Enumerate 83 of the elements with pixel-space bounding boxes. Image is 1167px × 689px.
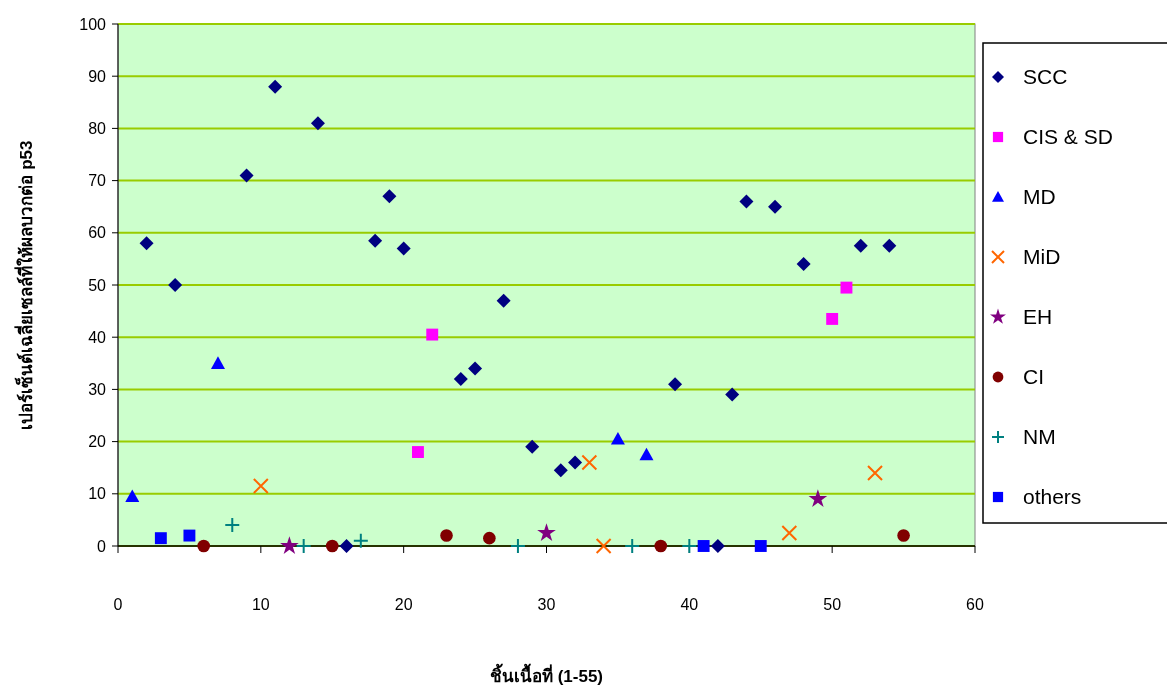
y-tick-label: 90 xyxy=(88,67,107,85)
point xyxy=(853,238,868,253)
point xyxy=(440,529,453,542)
point xyxy=(768,199,783,214)
point xyxy=(710,539,725,553)
point xyxy=(639,447,654,461)
x-axis-title: ชิ้นเนื้อที่ (1-55) xyxy=(489,663,604,686)
legend-label: CIS & SD xyxy=(1023,125,1113,149)
point xyxy=(595,538,612,554)
point xyxy=(867,464,884,481)
point xyxy=(125,489,140,503)
point xyxy=(897,529,910,542)
point xyxy=(826,312,839,325)
legend-label: MD xyxy=(1023,185,1056,209)
point xyxy=(483,531,496,545)
point xyxy=(396,241,411,256)
point xyxy=(252,477,269,494)
point xyxy=(496,293,511,308)
point xyxy=(168,278,183,292)
point xyxy=(339,539,354,553)
point xyxy=(537,523,556,541)
point xyxy=(382,189,397,204)
point xyxy=(624,538,641,554)
point xyxy=(280,536,299,554)
legend-label: NM xyxy=(1023,425,1056,449)
y-tick-label: 30 xyxy=(88,381,107,398)
point xyxy=(154,532,167,545)
point xyxy=(568,455,583,470)
legend-label: SCC xyxy=(1023,65,1068,89)
point xyxy=(840,281,853,294)
x-tick-label: 60 xyxy=(966,596,984,613)
point xyxy=(210,356,225,369)
point xyxy=(368,233,383,248)
point xyxy=(553,463,568,478)
legend-label: EH xyxy=(1023,305,1053,329)
point xyxy=(808,489,828,507)
point xyxy=(453,371,468,386)
x-tick-label: 20 xyxy=(394,596,413,613)
point xyxy=(239,168,254,183)
x-tick-label: 30 xyxy=(537,596,556,613)
y-tick-label: 70 xyxy=(88,172,107,190)
point xyxy=(224,517,241,534)
y-axis-title: เปอร์เซ็นต์เฉลี่ยเซลล์ที่ให้ผลบวกต่อ p53 xyxy=(14,140,36,430)
point xyxy=(697,540,710,552)
legend-label: others xyxy=(1023,485,1082,509)
point xyxy=(295,538,312,554)
point xyxy=(654,539,668,553)
y-tick-label: 10 xyxy=(88,485,107,503)
y-tick-label: 20 xyxy=(88,433,107,451)
point xyxy=(754,540,767,552)
point xyxy=(310,116,325,131)
y-tick-label: 40 xyxy=(88,328,107,346)
x-tick-label: 0 xyxy=(113,596,123,613)
point xyxy=(725,387,740,402)
y-tick-label: 100 xyxy=(79,15,107,33)
point xyxy=(197,539,210,553)
point xyxy=(412,446,424,458)
legend-label: CI xyxy=(1023,365,1044,389)
point xyxy=(468,361,483,376)
point xyxy=(268,79,283,94)
point xyxy=(610,431,625,445)
legend-label: MiD xyxy=(1023,245,1061,269)
point xyxy=(183,529,196,542)
point xyxy=(139,236,154,251)
point xyxy=(352,532,369,549)
point xyxy=(509,538,526,554)
point xyxy=(581,454,598,471)
point xyxy=(796,257,811,272)
point xyxy=(739,194,754,209)
y-tick-label: 80 xyxy=(88,120,107,137)
point xyxy=(882,238,897,253)
x-tick-label: 50 xyxy=(823,596,842,613)
x-tick-label: 40 xyxy=(680,596,699,613)
x-tick-label: 10 xyxy=(251,596,270,613)
point xyxy=(668,377,683,392)
point xyxy=(325,539,339,553)
y-tick-label: 60 xyxy=(88,224,107,242)
point xyxy=(781,524,798,541)
point xyxy=(681,538,698,554)
point xyxy=(525,439,540,454)
y-tick-label: 50 xyxy=(88,276,107,294)
y-tick-label: 0 xyxy=(97,537,107,555)
point xyxy=(426,328,439,341)
